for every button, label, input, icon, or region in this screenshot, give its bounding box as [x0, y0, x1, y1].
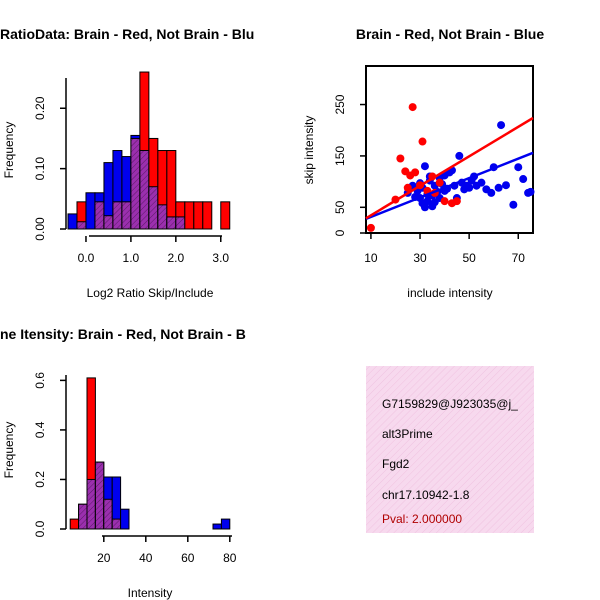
intensity-scatter-xlabel: include intensity: [407, 286, 492, 300]
scatter-point-not-brain: [494, 183, 503, 192]
ratio-histogram-bar-overlap: [148, 186, 159, 230]
scatter-point-not-brain: [509, 200, 518, 209]
ratio-histogram-bar-not-brain: [85, 192, 96, 230]
intensity-scatter-title: Brain - Red, Not Brain - Blue: [356, 26, 544, 42]
ratio-histogram-bar-overlap: [157, 204, 168, 230]
scatter-point-brain: [452, 197, 461, 206]
intensity-scatter-xtick-label: 70: [512, 251, 526, 265]
scatter-point-brain: [440, 197, 449, 206]
intensity-scatter-xtick-label: 10: [364, 251, 378, 265]
intensity-histogram-bar-not-brain: [120, 508, 130, 530]
intensity-histogram: ne Itensity: Brain - Red, Not Brain - B …: [0, 326, 246, 600]
scatter-point-brain: [403, 183, 412, 192]
ratio-histogram-bar-overlap: [175, 216, 186, 230]
intensity-histogram-bar-not-brain: [220, 518, 231, 530]
intensity-scatter-ytick-label: 150: [333, 146, 347, 166]
intensity-histogram-bar-overlap: [94, 461, 105, 530]
intensity-scatter-ytick-label: 50: [333, 200, 347, 214]
intensity-histogram-ylabel: Frequency: [2, 422, 16, 479]
ratio-histogram-xtick-label: 0.0: [78, 251, 95, 265]
intensity-scatter-xtick-label: 30: [413, 251, 427, 265]
scatter-point-brain: [435, 178, 444, 187]
scatter-point-brain: [396, 154, 405, 163]
ratio-histogram-bar-overlap: [130, 137, 141, 230]
intensity-histogram-ytick-label: 0.4: [33, 421, 47, 438]
intensity-histogram-ytick-label: 0.6: [33, 372, 47, 389]
ratio-histogram-bar-overlap: [139, 150, 150, 230]
scatter-point-not-brain: [420, 203, 429, 212]
info-pvalue: Pval: 2.000000: [382, 512, 462, 526]
scatter-fit-line-not-brain: [365, 151, 534, 221]
intensity-histogram-bar-overlap: [78, 503, 88, 530]
ratio-histogram-bar-overlap: [103, 215, 114, 230]
intensity-histogram-ytick-label: 0.0: [33, 520, 47, 537]
scatter-point-not-brain: [420, 162, 429, 171]
intensity-histogram-bar-overlap: [103, 498, 113, 530]
scatter-fit-line-brain: [365, 116, 534, 220]
intensity-scatter: Brain - Red, Not Brain - Blue include in…: [302, 26, 544, 300]
ratio-histogram-ytick-label: 0.00: [33, 217, 47, 241]
scatter-point-not-brain: [487, 188, 496, 197]
scatter-point-not-brain: [497, 121, 506, 130]
ratio-histogram-bar-overlap: [76, 221, 87, 230]
scatter-point-brain: [411, 168, 420, 177]
intensity-histogram-bar-overlap: [111, 518, 122, 530]
ratio-histogram-bar-overlap: [94, 201, 105, 230]
intensity-histogram-xtick-label: 80: [223, 551, 237, 565]
intensity-scatter-ylabel: skip intensity: [302, 116, 316, 185]
ratio-histogram-bar-brain: [220, 201, 231, 230]
ratio-histogram-ylabel: Frequency: [2, 122, 16, 179]
ratio-histogram: RatioData: Brain - Red, Not Brain - Blu …: [0, 26, 254, 300]
ratio-histogram-bar-overlap: [121, 201, 132, 230]
scatter-point-brain: [418, 137, 427, 146]
info-event-type: alt3Prime: [382, 427, 433, 441]
info-location: chr17.10942-1.8: [382, 488, 470, 502]
info-panel: G7159829@J923035@j_ alt3Prime Fgd2 chr17…: [366, 366, 534, 533]
intensity-scatter-ytick-label: 250: [333, 94, 347, 114]
ratio-histogram-xtick-label: 1.0: [123, 251, 140, 265]
intensity-histogram-xtick-label: 40: [139, 551, 153, 565]
scatter-point-not-brain: [501, 181, 510, 190]
intensity-histogram-bar-overlap: [86, 478, 96, 530]
intensity-histogram-title: ne Itensity: Brain - Red, Not Brain - B: [0, 326, 246, 342]
ratio-histogram-bar-brain: [202, 201, 213, 230]
info-gene-name: Fgd2: [382, 457, 410, 471]
ratio-histogram-ytick-label: 0.10: [33, 157, 47, 181]
ratio-histogram-ytick-label: 0.20: [33, 96, 47, 120]
scatter-point-not-brain: [477, 178, 486, 187]
intensity-scatter-ytick-label: 0: [333, 229, 347, 236]
intensity-histogram-xtick-label: 20: [97, 551, 111, 565]
scatter-point-brain: [366, 223, 375, 232]
scatter-point-not-brain: [455, 151, 464, 160]
ratio-histogram-xtick-label: 2.0: [167, 251, 184, 265]
scatter-point-not-brain: [465, 183, 474, 192]
scatter-point-not-brain: [526, 187, 535, 196]
intensity-histogram-xtick-label: 60: [181, 551, 195, 565]
ratio-histogram-xtick-label: 3.0: [212, 251, 229, 265]
ratio-histogram-bar-not-brain: [67, 213, 78, 230]
intensity-histogram-xlabel: Intensity: [128, 586, 173, 600]
ratio-histogram-bar-overlap: [166, 216, 177, 230]
intensity-histogram-ytick-label: 0.2: [33, 471, 47, 488]
ratio-histogram-bar-brain: [184, 201, 195, 230]
scatter-point-not-brain: [423, 197, 432, 206]
intensity-scatter-xtick-label: 50: [462, 251, 476, 265]
intensity-scatter-frame: [365, 65, 534, 234]
ratio-histogram-bar-overlap: [112, 201, 123, 230]
ratio-histogram-title: RatioData: Brain - Red, Not Brain - Blu: [0, 26, 254, 42]
intensity-histogram-bar-brain: [69, 518, 80, 530]
ratio-histogram-xlabel: Log2 Ratio Skip/Include: [87, 286, 214, 300]
scatter-point-not-brain: [519, 175, 528, 184]
ratio-histogram-bar-brain: [193, 201, 204, 230]
intensity-histogram-bar-not-brain: [212, 523, 222, 530]
info-panel-background: [366, 366, 534, 533]
scatter-point-brain: [408, 103, 417, 112]
scatter-point-not-brain: [514, 163, 523, 172]
info-event-id: G7159829@J923035@j_: [382, 397, 518, 411]
